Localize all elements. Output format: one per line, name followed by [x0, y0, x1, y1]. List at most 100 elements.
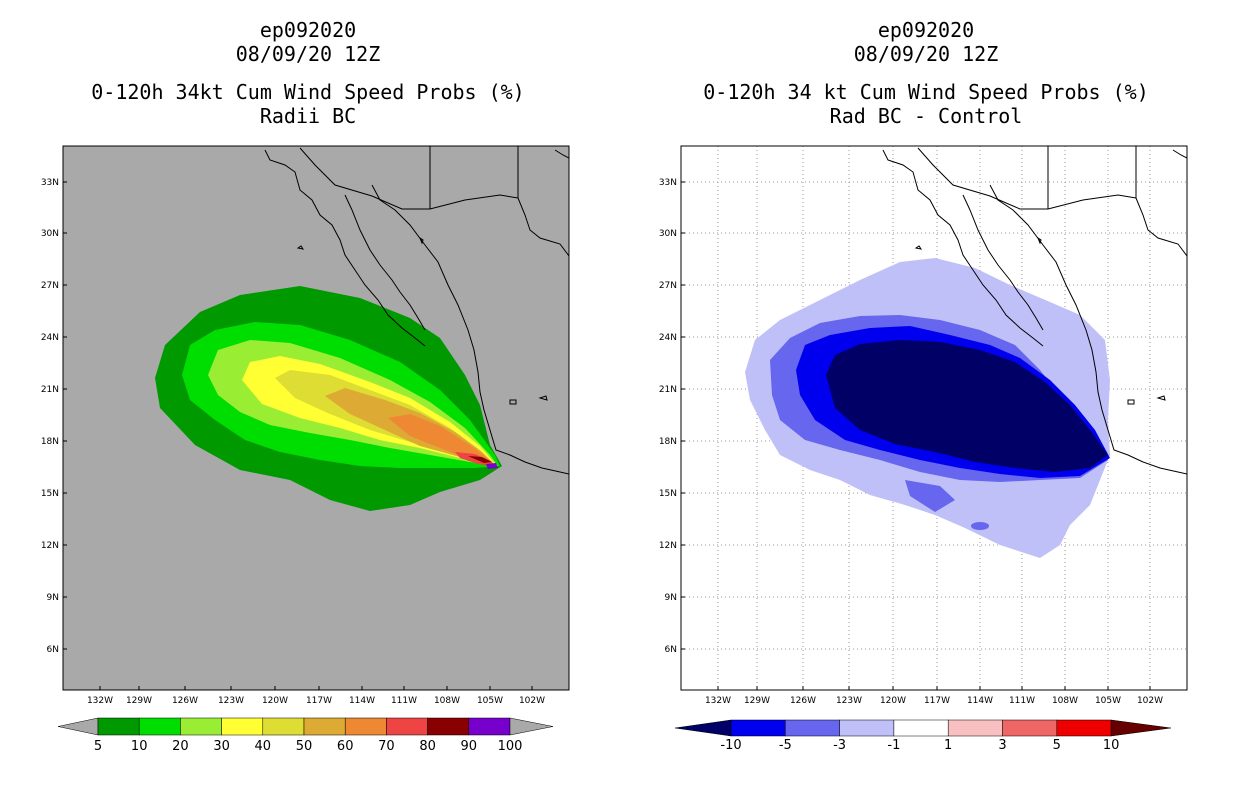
lat-label: 15N: [659, 489, 677, 499]
colorbar-box: [1002, 719, 1058, 737]
lon-label: 132W: [705, 696, 731, 706]
lat-label: 30N: [41, 229, 59, 239]
colorbar-label: 3: [998, 738, 1006, 753]
lon-label: 105W: [1095, 696, 1121, 706]
colorbar-box: [344, 717, 387, 736]
left-lat-labels: 33N 30N 27N 24N 21N 18N 15N 12N 9N 6N: [41, 178, 67, 655]
colorbar-box: [97, 717, 140, 736]
lon-label: 111W: [391, 696, 417, 706]
prob-contour-70: [455, 452, 495, 467]
lon-label: 120W: [262, 696, 288, 706]
lon-label: 126W: [790, 696, 816, 706]
lat-label: 6N: [665, 645, 677, 655]
colorbar-label: 40: [255, 739, 272, 754]
colorbar-label: 70: [378, 739, 395, 754]
prob-contour-80: [468, 456, 492, 463]
left-lon-labels: 132W 129W 126W 123W 120W 117W 114W 111W 108W 105W…: [87, 686, 545, 706]
lon-label: 129W: [126, 696, 152, 706]
colorbar-left-arrow: [57, 717, 99, 736]
colorbar-box: [386, 717, 428, 736]
lat-label: 12N: [41, 541, 59, 551]
lat-label: 24N: [659, 333, 677, 343]
colorbar-box: [947, 719, 1003, 737]
right-datetime: 08/09/20 12Z: [853, 42, 999, 66]
colorbar-label: 10: [131, 739, 148, 754]
lat-label: 27N: [41, 281, 59, 291]
lon-label: 114W: [967, 696, 993, 706]
lon-label: 111W: [1009, 696, 1035, 706]
lon-label: 114W: [349, 696, 375, 706]
lon-label: 132W: [87, 696, 113, 706]
lat-label: 9N: [665, 593, 677, 603]
lon-label: 123W: [836, 696, 862, 706]
colorbar-box: [468, 717, 511, 736]
colorbar-label: -5: [779, 738, 792, 753]
right-subtitle: Rad BC - Control: [829, 104, 1023, 128]
left-map: 33N 30N 27N 24N 21N 18N 15N 12N 9N 6N 132W 129W 126…: [41, 145, 570, 706]
colorbar-label: -3: [833, 738, 846, 753]
colorbar-box: [730, 719, 786, 737]
left-colorbar: 5 10 20 30 40 50 60 70 80 90 100: [57, 717, 554, 754]
colorbar-label: 5: [1053, 738, 1061, 753]
lat-label: 21N: [41, 385, 59, 395]
colorbar-left-arrow: [674, 719, 732, 737]
lon-label: 117W: [924, 696, 950, 706]
lon-label: 108W: [1052, 696, 1078, 706]
lat-label: 12N: [659, 541, 677, 551]
colorbar-label: 50: [296, 739, 313, 754]
colorbar-box: [1056, 719, 1112, 737]
colorbar-right-arrow: [509, 717, 554, 736]
left-subtitle: Radii BC: [259, 104, 357, 128]
right-lon-labels: 132W 129W 126W 123W 120W 117W 114W 111W 108W 105W…: [705, 686, 1163, 706]
colorbar-label: 1: [944, 738, 952, 753]
lon-label: 108W: [434, 696, 460, 706]
lat-label: 18N: [659, 437, 677, 447]
prob-contour-90: [486, 463, 498, 469]
colorbar-label: 10: [1103, 738, 1120, 753]
lon-label: 129W: [744, 696, 770, 706]
colorbar-right-arrow: [1110, 719, 1172, 737]
colorbar-label: 90: [461, 739, 478, 754]
lon-label: 102W: [519, 696, 545, 706]
right-panel-title-block: ep092020 08/09/20 12Z 0-120h 34 kt Cum W…: [681, 18, 1171, 128]
left-storm-id: ep092020: [259, 18, 357, 42]
lon-label: 123W: [218, 696, 244, 706]
lat-label: 6N: [47, 645, 59, 655]
lat-label: 27N: [659, 281, 677, 291]
lon-label: 120W: [880, 696, 906, 706]
diff-contour-neg10: [826, 340, 1108, 472]
colorbar-label: 60: [337, 739, 354, 754]
colorbar-label: 80: [419, 739, 436, 754]
right-colorbar: -10 -5 -3 -1 1 3 5 10: [674, 719, 1172, 753]
colorbar-label: -10: [720, 738, 741, 753]
lat-label: 33N: [659, 178, 677, 188]
diff-blob-2: [905, 480, 955, 512]
colorbar-box: [893, 719, 949, 737]
right-storm-id: ep092020: [877, 18, 975, 42]
colorbar-box: [221, 717, 264, 736]
left-title: 0-120h 34kt Cum Wind Speed Probs (%): [91, 80, 525, 104]
colorbar-box: [303, 717, 346, 736]
colorbar-label: 20: [172, 739, 189, 754]
colorbar-box: [138, 717, 181, 736]
prob-contour-60: [388, 414, 495, 466]
lat-label: 9N: [47, 593, 59, 603]
colorbar-box: [839, 719, 895, 737]
right-map: 33N 30N 27N 24N 21N 18N 15N 12N 9N 6N 132W 129W 126…: [659, 145, 1188, 706]
colorbar-label: 30: [213, 739, 230, 754]
colorbar-box: [262, 717, 305, 736]
right-lat-labels: 33N 30N 27N 24N 21N 18N 15N 12N 9N 6N: [659, 178, 685, 655]
lat-label: 30N: [659, 229, 677, 239]
left-datetime: 08/09/20 12Z: [235, 42, 381, 66]
colorbar-box: [785, 719, 840, 737]
lat-label: 21N: [659, 385, 677, 395]
lon-label: 117W: [306, 696, 332, 706]
diff-blob: [971, 522, 989, 530]
colorbar-box: [427, 717, 470, 736]
colorbar-label: 5: [94, 739, 102, 754]
lon-label: 105W: [477, 696, 503, 706]
colorbar-box: [180, 717, 222, 736]
lat-label: 33N: [41, 178, 59, 188]
colorbar-label: -1: [887, 738, 900, 753]
left-panel-title-block: ep092020 08/09/20 12Z 0-120h 34kt Cum Wi…: [63, 18, 553, 128]
